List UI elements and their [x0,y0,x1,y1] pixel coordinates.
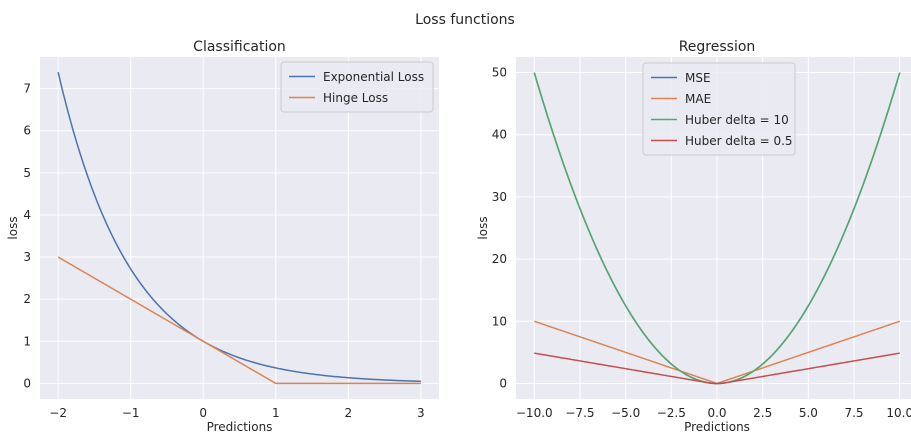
chart-panel-1: −2 −1 0 1 2 3 0 1 2 3 4 5 6 7 Classification Prediction… [6,39,439,434]
x-tick-label: 3 [417,406,425,420]
x-tick-label: 5.0 [799,406,818,420]
y-tick-label: 40 [492,128,507,142]
y-tick-label: 3 [23,250,31,264]
plot-area [40,57,439,399]
panel-title: Classification [193,39,286,55]
y-tick-label: 7 [23,82,31,96]
x-tick-label: 2.5 [753,406,772,420]
legend-label: MSE [685,71,711,85]
x-axis-label: Predictions [207,420,273,432]
legend-label: Hinge Loss [323,91,388,105]
y-tick-label: 0 [499,376,507,390]
x-tick-label: 10.0 [886,406,911,420]
x-tick-label: 0.0 [707,406,726,420]
y-tick-label: 10 [492,314,507,328]
legend-box [280,61,434,113]
y-tick-label: 50 [492,66,507,80]
x-axis-label: Predictions [684,420,750,432]
legend-box [642,62,796,156]
x-tick-label: −1 [122,406,140,420]
y-tick-label: 30 [492,190,507,204]
y-tick-label: 0 [23,376,31,390]
y-axis-label: loss [476,216,490,239]
x-tick-label: 1 [272,406,280,420]
y-tick-label: 1 [23,334,31,348]
legend-label: MAE [685,92,711,106]
y-tick-label: 5 [23,166,31,180]
x-tick-label: −7.5 [565,406,594,420]
chart-panel-2: −10.0 −7.5 −5.0 −2.5 0.0 2.5 5.0 7.5 10.0 0 10 20 30… [476,39,911,434]
y-tick-label: 6 [23,124,31,138]
x-tick-label: −2 [49,406,67,420]
x-tick-label: −2.5 [657,406,686,420]
legend-label: Huber delta = 10 [685,113,789,127]
x-tick-label: 7.5 [844,406,863,420]
x-tick-label: −10.0 [516,406,553,420]
figure-title: Loss functions [415,12,515,28]
panel-title: Regression [679,39,756,55]
legend-label: Exponential Loss [323,70,424,84]
series-line-exponential-loss [57,72,421,383]
legend: Exponential Loss Hinge Loss [280,61,434,113]
x-tick-label: 0 [199,406,207,420]
legend: MSE MAE Huber delta = 10 Huber delta = 0.5 [642,62,796,156]
legend-label: Huber delta = 0.5 [685,134,793,148]
y-tick-label: 20 [492,252,507,266]
y-axis-label: loss [6,216,20,239]
y-tick-label: 4 [23,208,31,222]
y-tick-label: 2 [23,292,31,306]
series-line-hinge-loss [57,256,421,385]
x-tick-label: −5.0 [611,406,640,420]
series-line-huber-delta-0-5 [534,352,900,385]
x-tick-label: 2 [344,406,352,420]
